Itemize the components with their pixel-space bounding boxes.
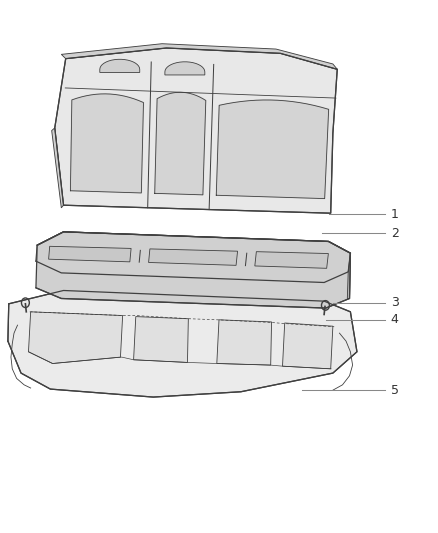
Polygon shape bbox=[155, 92, 206, 195]
Text: 1: 1 bbox=[391, 208, 399, 221]
Polygon shape bbox=[49, 246, 131, 262]
Text: 2: 2 bbox=[391, 227, 399, 240]
Polygon shape bbox=[217, 320, 272, 365]
Text: 5: 5 bbox=[391, 384, 399, 397]
Polygon shape bbox=[283, 323, 333, 369]
Polygon shape bbox=[8, 290, 357, 397]
Polygon shape bbox=[100, 59, 140, 72]
Polygon shape bbox=[52, 128, 64, 208]
Polygon shape bbox=[347, 253, 350, 298]
Polygon shape bbox=[255, 252, 328, 268]
Polygon shape bbox=[55, 48, 337, 213]
Text: 4: 4 bbox=[391, 313, 399, 326]
Polygon shape bbox=[36, 232, 350, 282]
Polygon shape bbox=[165, 62, 205, 75]
Polygon shape bbox=[61, 44, 337, 69]
Text: 3: 3 bbox=[391, 296, 399, 309]
Polygon shape bbox=[36, 232, 350, 308]
Polygon shape bbox=[134, 317, 188, 362]
Polygon shape bbox=[71, 94, 144, 193]
Polygon shape bbox=[28, 312, 123, 364]
Polygon shape bbox=[148, 249, 237, 265]
Polygon shape bbox=[216, 100, 328, 199]
